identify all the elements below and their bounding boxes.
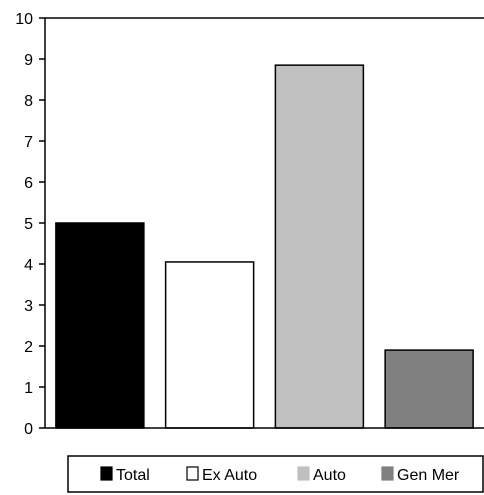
- legend-swatch-gen-mer: [381, 466, 394, 481]
- plot-area: [55, 64, 474, 429]
- legend-label-gen-mer: Gen Mer: [397, 467, 460, 484]
- y-tick-label: 8: [24, 93, 33, 110]
- bar-ex-auto: [164, 261, 255, 429]
- bar-total: [55, 222, 145, 429]
- legend-label-ex-auto: Ex Auto: [202, 467, 257, 484]
- y-tick-label: 0: [24, 421, 33, 438]
- y-tick-label: 4: [24, 257, 33, 274]
- legend: Total Ex Auto Auto Gen Mer: [67, 455, 484, 493]
- bar-auto: [274, 64, 365, 429]
- legend-swatch-ex-auto: [186, 466, 199, 481]
- y-tick-label: 6: [24, 175, 33, 192]
- y-tick-label: 7: [24, 134, 33, 151]
- y-tick-label: 9: [24, 52, 33, 69]
- bar-gen-mer: [384, 349, 474, 429]
- legend-swatch-total: [100, 466, 113, 481]
- legend-label-total: Total: [116, 467, 150, 484]
- legend-box: [67, 455, 484, 493]
- y-tick-label: 1: [24, 380, 33, 397]
- y-tick-label: 2: [24, 339, 33, 356]
- legend-label-auto: Auto: [313, 467, 346, 484]
- y-axis: 0 1 2 3 4 5 6 7 8 9 10: [15, 11, 484, 438]
- legend-swatch-auto: [297, 466, 310, 481]
- y-tick-label: 10: [15, 11, 33, 28]
- y-tick-label: 3: [24, 298, 33, 315]
- y-tick-label: 5: [24, 216, 33, 233]
